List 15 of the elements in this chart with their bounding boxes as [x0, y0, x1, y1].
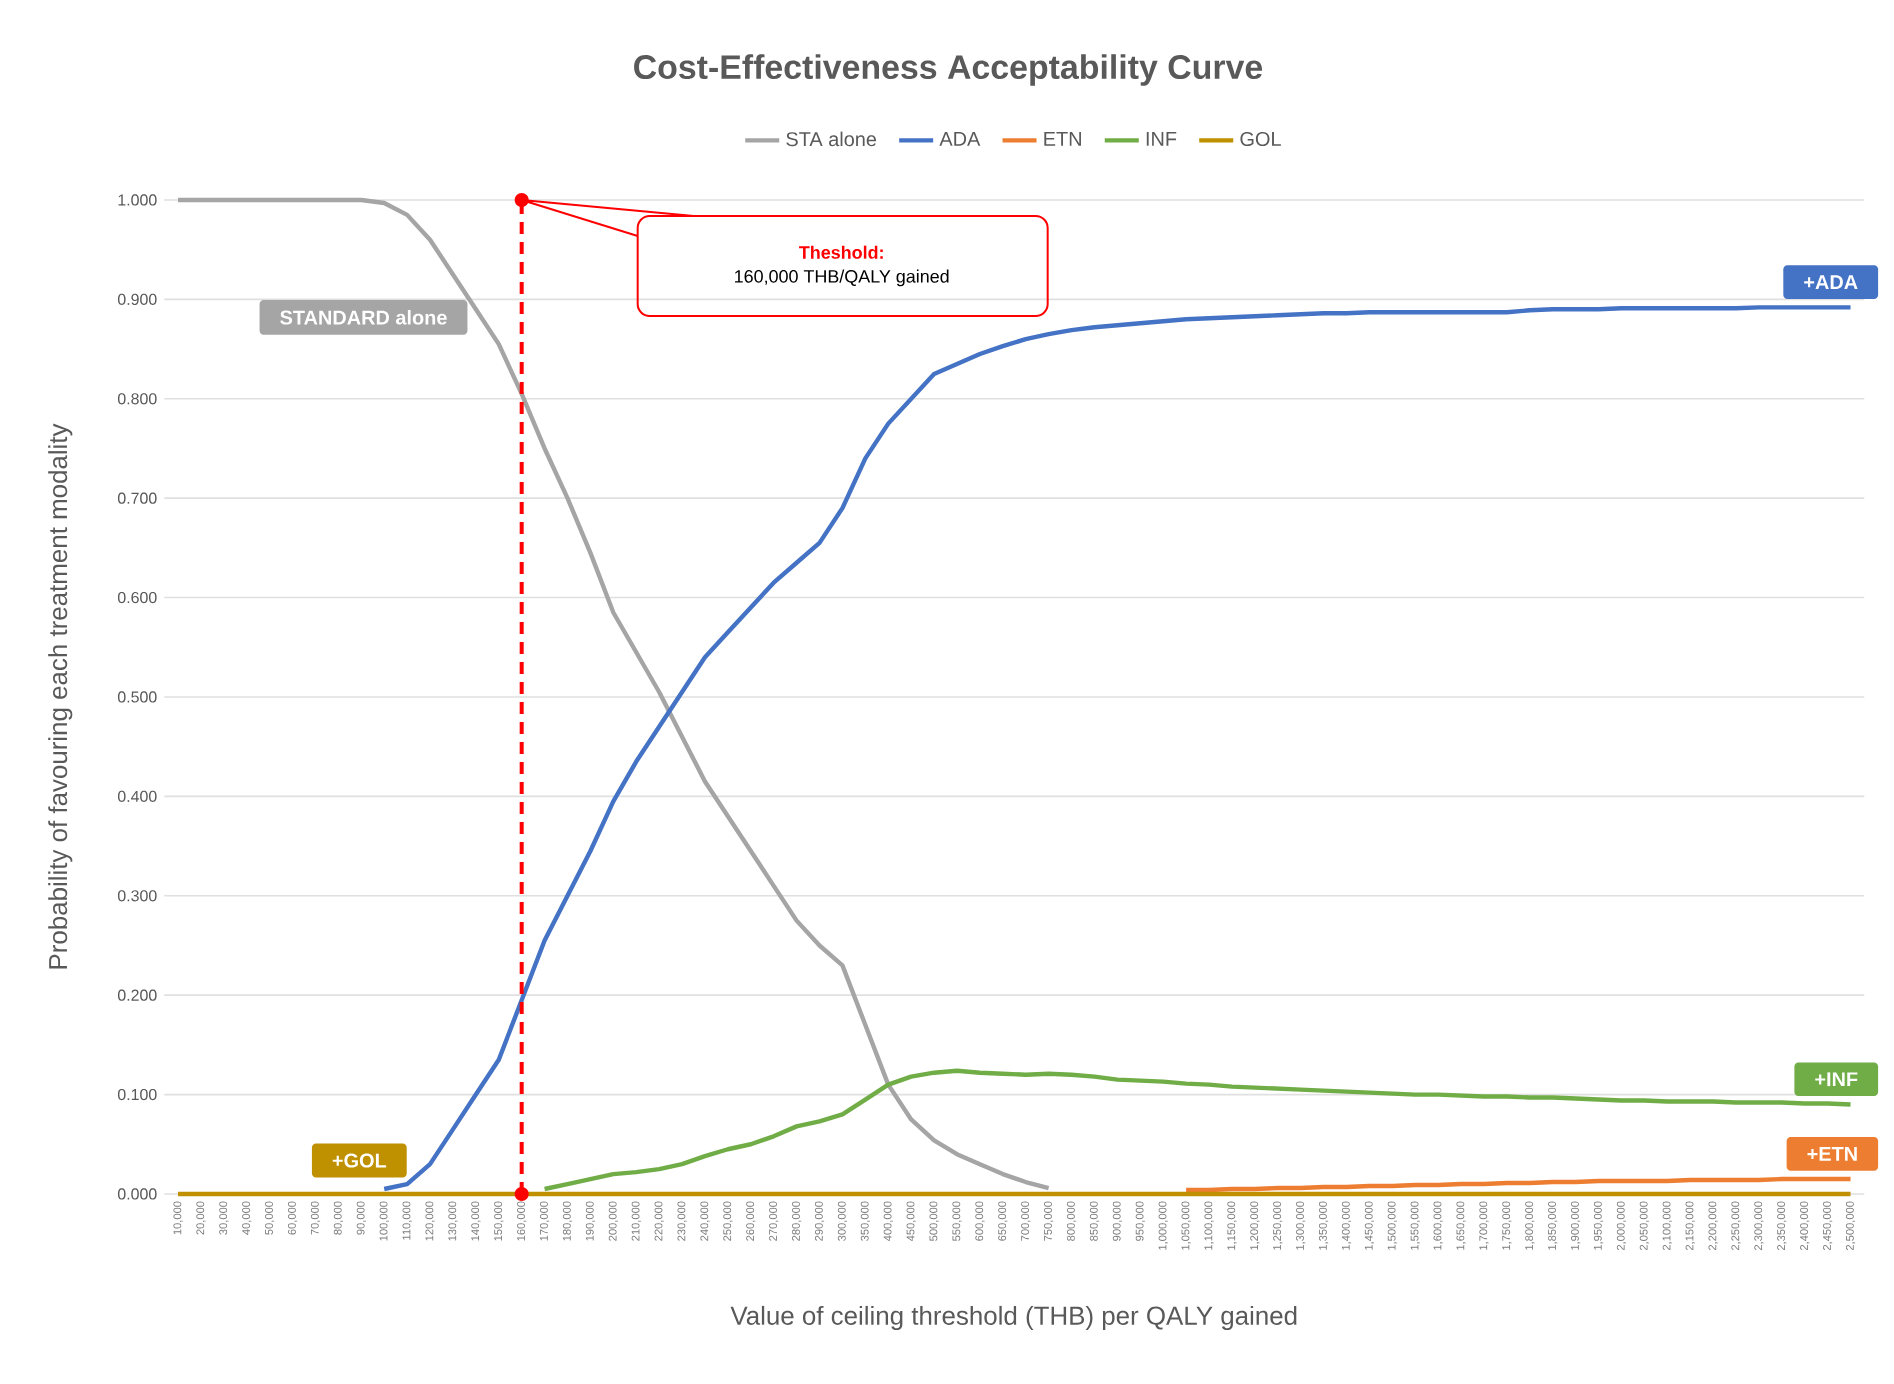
legend-label: ETN	[1044, 131, 1081, 146]
annotation: +INF	[1815, 1072, 1858, 1087]
chart-title: Cost-Effectiveness Acceptability Curve	[634, 54, 1263, 86]
annotation: +ETN	[1807, 1146, 1857, 1161]
legend-label: ADA	[939, 131, 981, 146]
annotation: +ADA	[1804, 275, 1858, 289]
x-axis-title: Value of ceiling threshold (THB) per QALY gained	[730, 1305, 1297, 1331]
annotation: Theshold:	[799, 245, 883, 259]
legend-label: INF	[1146, 131, 1177, 146]
annotation: +GOL	[332, 1153, 387, 1168]
y-axis-title: Probability of favouring each treatment modality	[48, 423, 73, 969]
annotation: STANDARD alone	[280, 310, 447, 325]
legend-label: GOL	[1240, 131, 1281, 146]
legend-label: STA alone	[786, 131, 877, 147]
annotation: 160,000 THB/QALY gained	[735, 269, 949, 287]
